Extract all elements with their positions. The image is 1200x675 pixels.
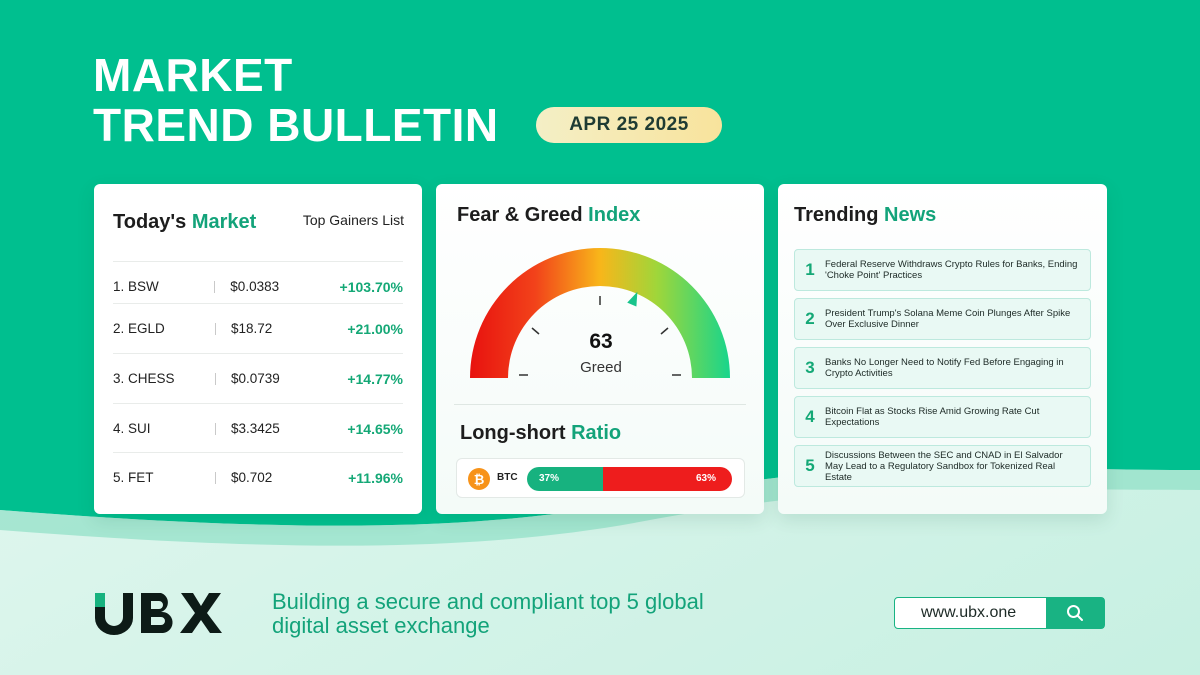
top-gainers-label: Top Gainers List <box>302 212 404 228</box>
trending-news-title: Trending News <box>794 204 936 227</box>
gauge-arc <box>470 248 730 378</box>
gauge-needle <box>627 291 638 307</box>
fear-greed-card: Fear & Greed Index 63 Greed Long-short R… <box>436 184 764 514</box>
search-button[interactable] <box>1046 598 1104 628</box>
divider <box>215 422 216 435</box>
fear-greed-title-part1: Fear & Greed <box>457 204 589 226</box>
table-row: 1. BSW $0.0383 +103.70% <box>113 261 403 311</box>
section-divider <box>454 404 746 405</box>
coin-price: $0.0739 <box>231 371 280 386</box>
divider <box>215 471 216 484</box>
news-title-part2: News <box>884 204 937 226</box>
coin-price: $18.72 <box>231 321 273 336</box>
news-title-part1: Trending <box>794 204 884 226</box>
market-card-title: Today's Market <box>113 211 256 234</box>
long-segment: 37% <box>527 467 603 491</box>
website-url[interactable]: www.ubx.one <box>921 604 1017 621</box>
news-item[interactable]: 5 Discussions Between the SEC and CNAD i… <box>794 445 1091 487</box>
news-item[interactable]: 1 Federal Reserve Withdraws Crypto Rules… <box>794 249 1091 291</box>
coin-change: +14.77% <box>347 370 403 387</box>
long-short-ratio-box: ₿ BTC 37% 63% <box>456 458 745 498</box>
coin-name: 1. BSW <box>113 279 159 294</box>
table-row: 5. FET $0.702 +11.96% <box>113 452 403 502</box>
title-line-1: MARKET <box>93 49 293 101</box>
news-number: 5 <box>805 456 815 475</box>
title-line-2: TREND BULLETIN <box>93 99 499 151</box>
news-number: 2 <box>805 309 815 328</box>
coin-name: 5. FET <box>113 470 154 485</box>
short-segment: 63% <box>602 467 732 491</box>
asset-label: BTC <box>497 472 518 483</box>
gauge-tick <box>531 327 540 335</box>
long-short-title-part2: Ratio <box>571 422 622 444</box>
tagline-line-2: digital asset exchange <box>272 613 490 638</box>
long-short-bar: 37% 63% <box>527 467 732 491</box>
date-badge: APR 25 2025 <box>536 107 722 143</box>
divider <box>214 280 216 293</box>
news-headline: Discussions Between the SEC and CNAD in … <box>825 449 1063 483</box>
coin-price: $0.0383 <box>230 279 280 294</box>
coin-price: $0.702 <box>231 470 273 485</box>
coin-name: 3. CHESS <box>113 371 175 386</box>
fear-greed-title: Fear & Greed Index <box>457 204 640 227</box>
news-headline: Federal Reserve Withdraws Crypto Rules f… <box>825 259 1078 281</box>
coin-name: 2. EGLD <box>113 321 165 336</box>
news-item[interactable]: 2 President Trump's Solana Meme Coin Plu… <box>794 298 1091 340</box>
divider <box>215 322 216 335</box>
website-search-box[interactable]: www.ubx.one <box>894 597 1105 629</box>
coin-change: +103.70% <box>339 278 403 295</box>
ubx-logo <box>95 593 222 635</box>
news-headline: Banks No Longer Need to Notify Fed Befor… <box>825 357 1064 379</box>
short-percent: 63% <box>695 473 716 484</box>
table-row: 3. CHESS $0.0739 +14.77% <box>113 353 403 403</box>
gauge-value: 63 <box>589 330 612 353</box>
search-icon <box>1067 605 1083 621</box>
coin-change: +11.96% <box>348 469 403 486</box>
coin-change: +21.00% <box>347 320 403 337</box>
long-percent: 37% <box>539 473 560 484</box>
news-headline: President Trump's Solana Meme Coin Plung… <box>825 308 1071 330</box>
tagline: Building a secure and compliant top 5 gl… <box>272 590 752 638</box>
table-row: 2. EGLD $18.72 +21.00% <box>113 303 403 353</box>
market-title-part2: Market <box>191 211 257 233</box>
divider <box>215 372 216 385</box>
table-row: 4. SUI $3.3425 +14.65% <box>113 403 403 453</box>
long-short-title: Long-short Ratio <box>460 422 621 445</box>
market-title-part1: Today's <box>113 211 192 233</box>
coin-name: 4. SUI <box>113 421 151 436</box>
page-title: MARKET TREND BULLETIN <box>93 50 499 150</box>
gauge-label: Greed <box>580 359 622 376</box>
news-number: 3 <box>805 358 815 377</box>
fear-greed-title-part2: Index <box>588 204 641 226</box>
news-number: 1 <box>805 260 815 279</box>
long-short-title-part1: Long-short <box>460 422 572 444</box>
tagline-line-1: Building a secure and compliant top 5 gl… <box>272 589 704 614</box>
fear-greed-gauge: 63 Greed <box>470 248 730 378</box>
news-item[interactable]: 4 Bitcoin Flat as Stocks Rise Amid Growi… <box>794 396 1091 438</box>
news-item[interactable]: 3 Banks No Longer Need to Notify Fed Bef… <box>794 347 1091 389</box>
gauge-tick <box>660 327 669 335</box>
trending-news-card: Trending News 1 Federal Reserve Withdraw… <box>778 184 1107 514</box>
news-number: 4 <box>805 407 815 426</box>
todays-market-card: Today's Market Top Gainers List 1. BSW $… <box>94 184 422 514</box>
coin-change: +14.65% <box>347 420 403 437</box>
coin-price: $3.3425 <box>231 421 280 436</box>
bitcoin-icon: ₿ <box>468 468 490 490</box>
news-headline: Bitcoin Flat as Stocks Rise Amid Growing… <box>825 406 1040 428</box>
